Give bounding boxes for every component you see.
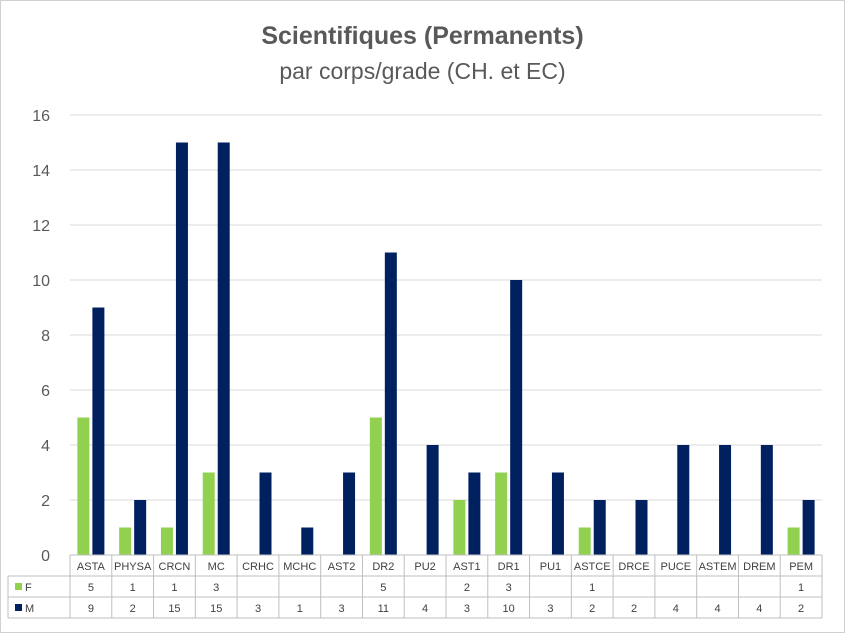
data-label-m: 4 bbox=[714, 603, 720, 615]
category-label: PU2 bbox=[414, 561, 435, 573]
data-label-f: 2 bbox=[464, 582, 470, 594]
data-label-f: 1 bbox=[171, 582, 177, 594]
data-label-f: 1 bbox=[589, 582, 595, 594]
data-label-m: 4 bbox=[422, 603, 428, 615]
data-label-m: 3 bbox=[255, 603, 261, 615]
bar-m bbox=[468, 472, 481, 555]
bar-m bbox=[551, 472, 564, 555]
data-label-f: 1 bbox=[798, 582, 804, 594]
bar-m bbox=[677, 445, 690, 555]
data-label-m: 4 bbox=[756, 603, 762, 615]
bar-m bbox=[343, 472, 356, 555]
y-tick-label: 6 bbox=[41, 383, 50, 400]
bar-m bbox=[593, 500, 606, 555]
category-label: PU1 bbox=[540, 561, 561, 573]
bar-m bbox=[802, 500, 815, 555]
data-label-f: 1 bbox=[130, 582, 136, 594]
data-label-f: 3 bbox=[506, 582, 512, 594]
y-tick-label: 2 bbox=[41, 493, 50, 510]
data-label-m: 11 bbox=[378, 603, 389, 615]
data-label-f: 5 bbox=[88, 582, 94, 594]
bar-f bbox=[453, 500, 466, 555]
category-label: CRHC bbox=[242, 561, 274, 573]
data-label-m: 2 bbox=[798, 603, 804, 615]
category-label: PHYSA bbox=[114, 561, 152, 573]
bar-m bbox=[134, 500, 147, 555]
bar-m bbox=[384, 252, 397, 555]
y-tick-label: 12 bbox=[32, 218, 50, 235]
category-label: ASTCE bbox=[574, 561, 611, 573]
data-label-m: 4 bbox=[673, 603, 679, 615]
bar-f bbox=[77, 417, 90, 555]
legend-key-m bbox=[15, 604, 22, 611]
category-label: DR2 bbox=[372, 561, 394, 573]
y-tick-label: 8 bbox=[41, 328, 50, 345]
data-label-m: 15 bbox=[210, 603, 222, 615]
category-label: ASTEM bbox=[699, 561, 737, 573]
data-label-m: 2 bbox=[130, 603, 136, 615]
data-label-m: 3 bbox=[547, 603, 553, 615]
y-tick-label: 14 bbox=[32, 163, 50, 180]
bar-m bbox=[301, 527, 314, 555]
bar-m bbox=[510, 280, 523, 555]
bar-m bbox=[760, 445, 773, 555]
category-label: AST1 bbox=[453, 561, 481, 573]
data-label-m: 9 bbox=[88, 603, 94, 615]
data-label-m: 3 bbox=[338, 603, 344, 615]
bar-f bbox=[495, 472, 508, 555]
data-label-f: 5 bbox=[380, 582, 386, 594]
category-label: DRCE bbox=[618, 561, 649, 573]
bar-m bbox=[426, 445, 439, 555]
bar-f bbox=[787, 527, 800, 555]
category-label: DREM bbox=[743, 561, 775, 573]
bar-f bbox=[202, 472, 215, 555]
category-label: CRCN bbox=[159, 561, 191, 573]
y-tick-label: 10 bbox=[32, 273, 50, 290]
y-tick-label: 4 bbox=[41, 438, 50, 455]
data-label-f: 3 bbox=[213, 582, 219, 594]
bar-m bbox=[175, 142, 188, 555]
category-label: DR1 bbox=[498, 561, 520, 573]
data-label-m: 15 bbox=[168, 603, 180, 615]
category-label: PEM bbox=[789, 561, 813, 573]
data-label-m: 2 bbox=[589, 603, 595, 615]
legend-label-f: F bbox=[25, 582, 32, 594]
data-label-m: 10 bbox=[503, 603, 515, 615]
bar-m bbox=[259, 472, 272, 555]
bar-f bbox=[578, 527, 591, 555]
bar-m bbox=[217, 142, 230, 555]
legend-label-m: M bbox=[25, 603, 34, 615]
bar-m bbox=[92, 307, 105, 555]
category-label: MCHC bbox=[283, 561, 316, 573]
bar-f bbox=[369, 417, 382, 555]
bar-f bbox=[119, 527, 132, 555]
bar-m bbox=[635, 500, 648, 555]
category-label: MC bbox=[208, 561, 225, 573]
legend-key-f bbox=[15, 583, 22, 590]
data-label-m: 2 bbox=[631, 603, 637, 615]
category-label: PUCE bbox=[660, 561, 691, 573]
category-label: ASTA bbox=[77, 561, 106, 573]
chart-subtitle: par corps/grade (CH. et EC) bbox=[279, 58, 566, 84]
y-tick-label: 16 bbox=[32, 108, 50, 125]
data-label-m: 3 bbox=[464, 603, 470, 615]
data-label-m: 1 bbox=[297, 603, 303, 615]
y-tick-label: 0 bbox=[41, 548, 50, 565]
chart-title: Scientifiques (Permanents) bbox=[261, 22, 584, 50]
bar-f bbox=[160, 527, 173, 555]
bar-m bbox=[719, 445, 732, 555]
category-label: AST2 bbox=[328, 561, 356, 573]
